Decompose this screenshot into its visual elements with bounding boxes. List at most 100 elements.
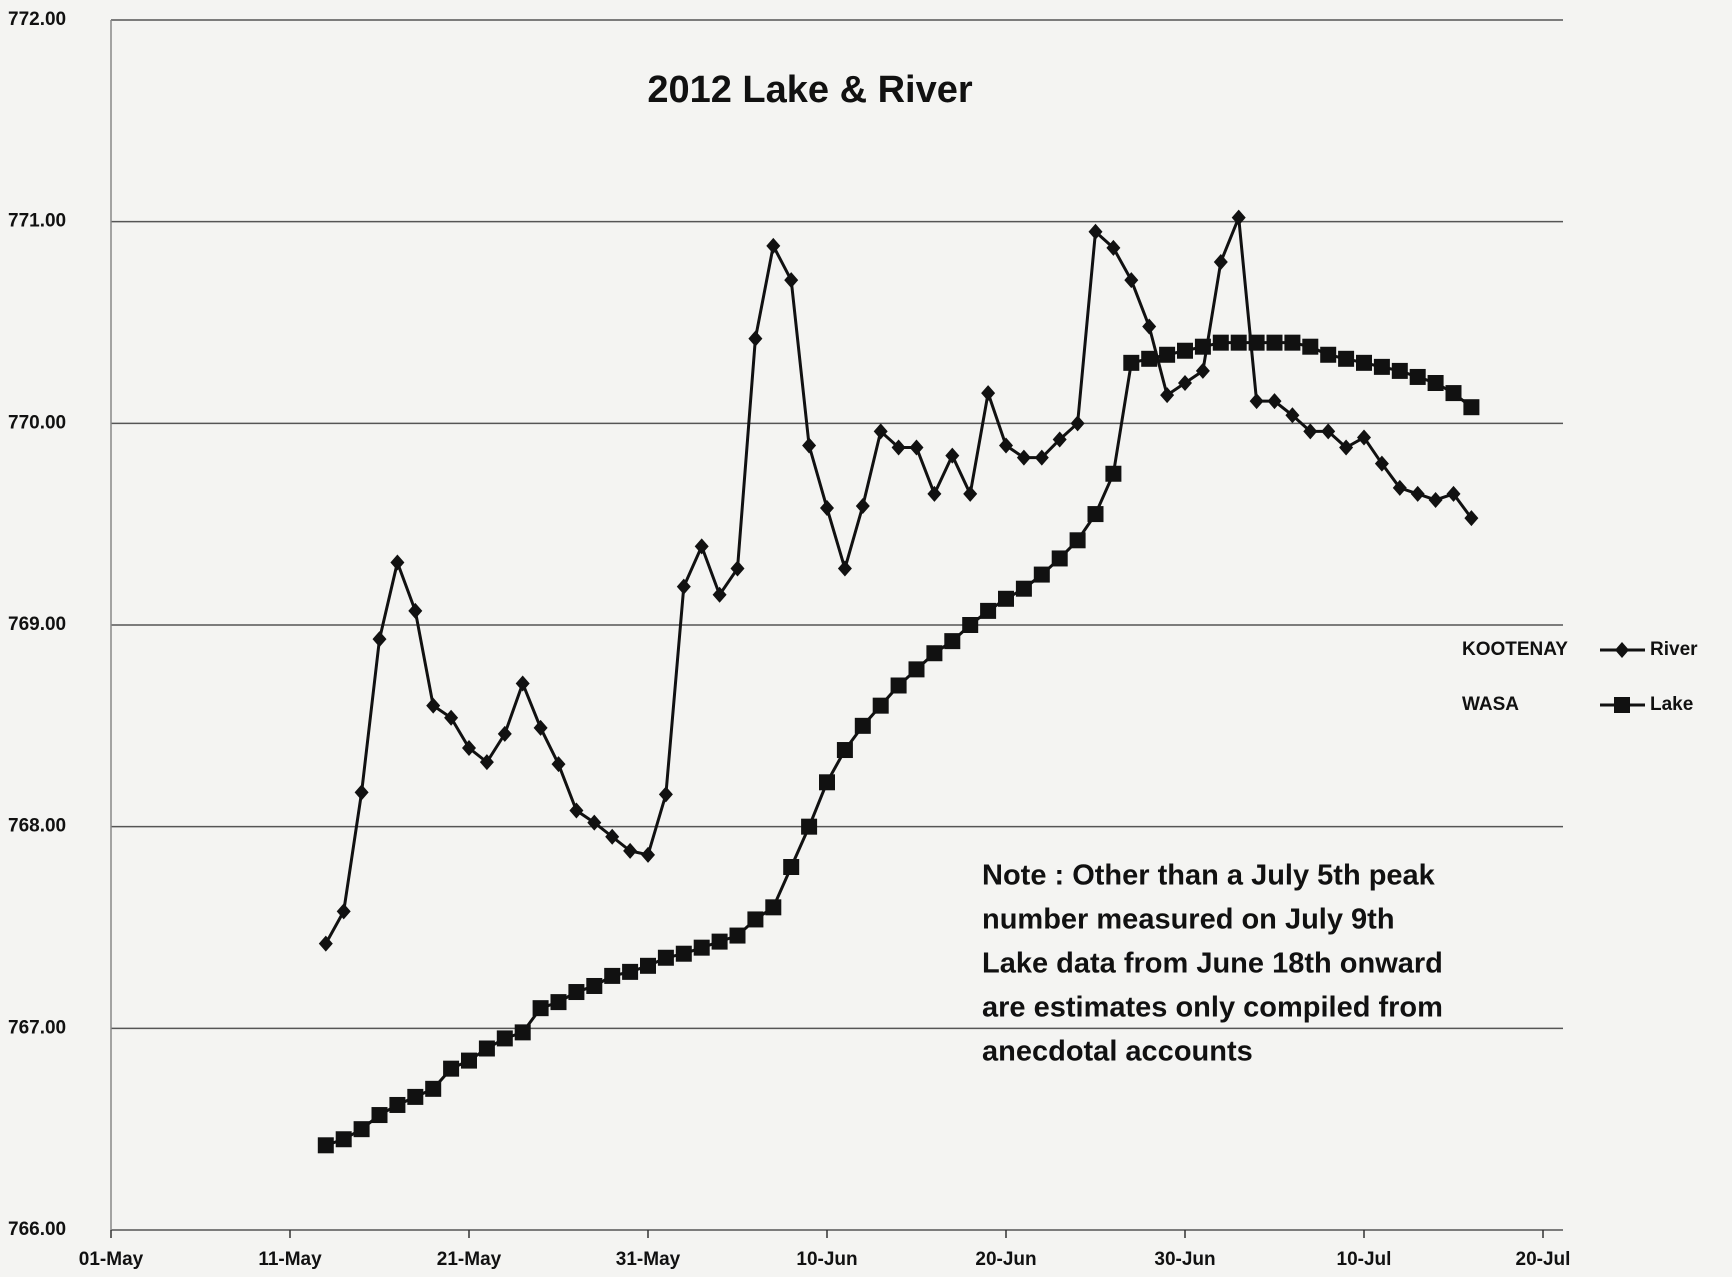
data-point: [1338, 350, 1355, 367]
data-point: [729, 927, 746, 944]
data-point: [1373, 358, 1390, 375]
data-point: [981, 385, 996, 402]
data-point: [479, 754, 494, 771]
data-point: [873, 423, 888, 440]
data-point: [908, 661, 925, 678]
data-point: [711, 933, 728, 950]
data-point: [336, 903, 351, 920]
data-point: [354, 784, 369, 801]
note-line: number measured on July 9th: [982, 904, 1395, 936]
data-point: [371, 1107, 388, 1124]
legend-marker: [1614, 697, 1630, 713]
data-point: [891, 439, 906, 456]
data-point: [353, 1121, 370, 1138]
data-point: [1410, 485, 1425, 502]
data-point: [1249, 393, 1264, 410]
data-point: [1445, 385, 1462, 402]
data-point: [1321, 423, 1336, 440]
data-point: [1357, 429, 1371, 446]
x-tick-label: 20-Jun: [975, 1249, 1036, 1270]
data-point: [1356, 354, 1372, 371]
data-point: [1105, 465, 1122, 482]
x-tick-label: 10-Jun: [796, 1249, 857, 1270]
data-point: [658, 786, 673, 803]
data-point: [443, 1060, 460, 1077]
x-tick-label: 11-May: [258, 1249, 322, 1270]
data-point: [1266, 334, 1283, 351]
data-point: [425, 1080, 442, 1097]
y-tick-label: 769.00: [8, 614, 66, 635]
data-point: [444, 709, 459, 726]
data-point: [784, 272, 799, 289]
data-point: [730, 560, 745, 577]
data-point: [568, 984, 585, 1001]
data-point: [532, 1000, 549, 1017]
data-point: [657, 949, 674, 966]
data-point: [890, 677, 907, 694]
data-point: [1284, 334, 1301, 351]
data-point: [1052, 431, 1067, 448]
y-tick-label: 770.00: [8, 412, 66, 433]
data-point: [1034, 449, 1049, 466]
data-point: [1016, 449, 1031, 466]
data-point: [1015, 580, 1032, 597]
data-point: [515, 675, 530, 692]
data-point: [1088, 223, 1103, 240]
y-tick-label: 771.00: [8, 211, 66, 232]
data-point: [1267, 393, 1282, 410]
data-point: [676, 578, 691, 595]
legend-label: River: [1650, 639, 1698, 660]
data-point: [426, 697, 441, 714]
data-point: [641, 846, 655, 863]
legend-annotation: KOOTENAY: [1462, 639, 1568, 660]
data-point: [1320, 346, 1337, 363]
data-point: [980, 602, 997, 619]
data-point: [1374, 455, 1389, 472]
data-point: [693, 939, 710, 956]
data-point: [802, 437, 817, 454]
data-point: [1159, 346, 1176, 363]
x-tick-label: 21-May: [437, 1249, 502, 1270]
data-point: [1087, 506, 1104, 523]
x-tick-label: 20-Jul: [1516, 1249, 1571, 1270]
data-point: [461, 1052, 477, 1069]
data-point: [408, 602, 423, 619]
data-point: [1195, 362, 1210, 379]
data-point: [694, 538, 709, 555]
data-point: [962, 617, 979, 633]
data-point: [855, 498, 870, 515]
data-point: [819, 774, 835, 791]
data-point: [998, 590, 1014, 607]
data-point: [963, 485, 978, 502]
data-point: [586, 977, 603, 994]
data-point: [569, 802, 584, 819]
y-tick-label: 766.00: [8, 1219, 66, 1240]
data-point: [926, 645, 943, 662]
data-point: [801, 818, 818, 835]
note-line: are estimates only compiled from: [982, 992, 1443, 1024]
data-point: [462, 740, 476, 757]
data-point: [1177, 342, 1193, 359]
data-point: [836, 742, 853, 759]
y-tick-label: 767.00: [8, 1017, 66, 1038]
data-point: [622, 963, 639, 980]
data-point: [837, 560, 852, 577]
data-point: [944, 633, 961, 650]
data-point: [587, 814, 602, 831]
data-point: [407, 1088, 424, 1105]
data-point: [820, 500, 834, 517]
x-tick-label: 31-May: [616, 1249, 681, 1270]
data-point: [1141, 350, 1158, 367]
data-point: [1339, 439, 1354, 456]
data-point: [317, 1137, 334, 1154]
data-point: [551, 756, 566, 773]
data-point: [747, 911, 764, 928]
data-point: [497, 725, 512, 742]
data-point: [1213, 254, 1228, 270]
data-point: [1106, 239, 1121, 256]
data-point: [748, 330, 763, 347]
legend-label: Lake: [1650, 694, 1693, 715]
note-line: Note : Other than a July 5th peak: [982, 860, 1436, 892]
